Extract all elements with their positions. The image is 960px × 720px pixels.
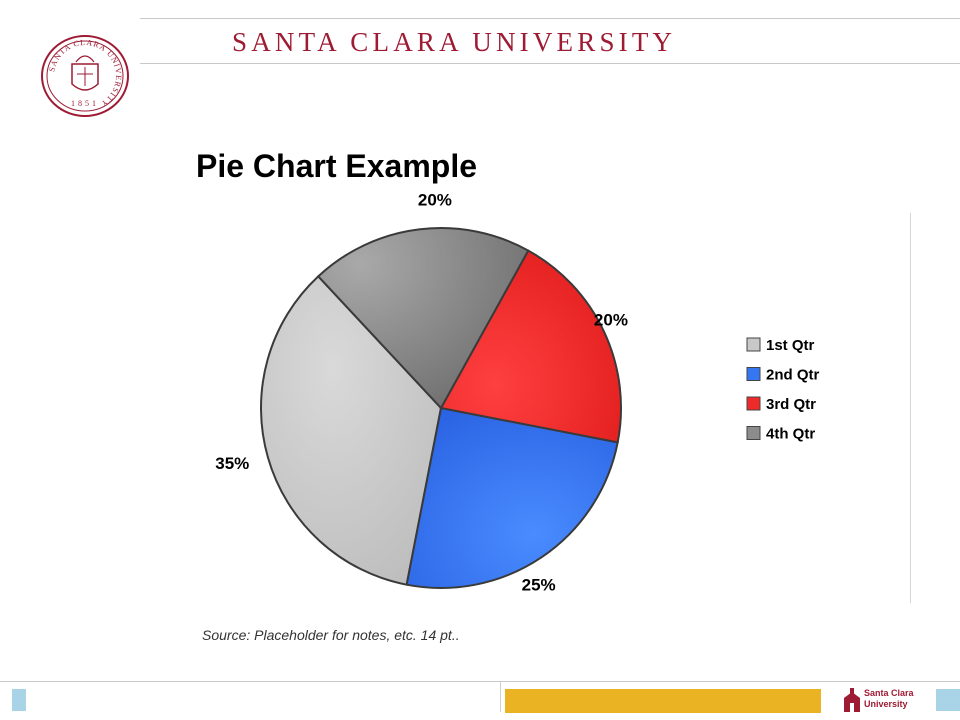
header-rule-bottom bbox=[140, 63, 960, 64]
footer-logo: Santa Clara University bbox=[842, 686, 918, 716]
seal-year: 1851 bbox=[71, 99, 99, 108]
footer-logo-line1: Santa Clara bbox=[864, 688, 914, 698]
university-seal-logo: SANTA CLARA UNIVERSITY 1851 bbox=[41, 35, 129, 117]
footer-accent-box-left bbox=[12, 689, 26, 711]
footer-gold-bar bbox=[505, 689, 821, 713]
footer-accent-box-right bbox=[936, 689, 960, 711]
legend-label-3rd-qtr: 3rd Qtr bbox=[766, 396, 816, 413]
legend-swatch-3rd-qtr bbox=[746, 396, 761, 411]
footer-divider bbox=[500, 682, 501, 712]
legend-swatch-4th-qtr bbox=[746, 426, 761, 440]
pie-slice-4th-qtr bbox=[316, 227, 530, 410]
pie-slice-2nd-qtr bbox=[405, 406, 619, 589]
source-note: Source: Placeholder for notes, etc. 14 p… bbox=[202, 627, 460, 643]
legend-swatch-1st-qtr bbox=[746, 337, 761, 352]
pie-slice-3rd-qtr bbox=[439, 249, 622, 444]
footer-logo-line2: University bbox=[864, 699, 908, 709]
legend-label-2nd-qtr: 2nd Qtr bbox=[766, 367, 819, 384]
pie-slice-1st-qtr bbox=[260, 274, 443, 586]
header-rule-top bbox=[140, 18, 960, 19]
university-name: SANTA CLARA UNIVERSITY bbox=[232, 27, 677, 57]
footer-rule bbox=[0, 681, 960, 682]
chart-frame-border bbox=[910, 213, 911, 603]
legend-label-1st-qtr: 1st Qtr bbox=[766, 337, 815, 354]
data-label-1st-qtr: 35% bbox=[215, 454, 249, 473]
mission-church-icon bbox=[844, 688, 860, 712]
data-label-2nd-qtr: 25% bbox=[522, 575, 556, 594]
slide-title: Pie Chart Example bbox=[196, 148, 477, 184]
legend-swatch-2nd-qtr bbox=[746, 367, 761, 381]
data-label-4th-qtr: 20% bbox=[418, 191, 452, 210]
data-label-3rd-qtr: 20% bbox=[594, 311, 628, 330]
legend-label-4th-qtr: 4th Qtr bbox=[766, 426, 815, 443]
